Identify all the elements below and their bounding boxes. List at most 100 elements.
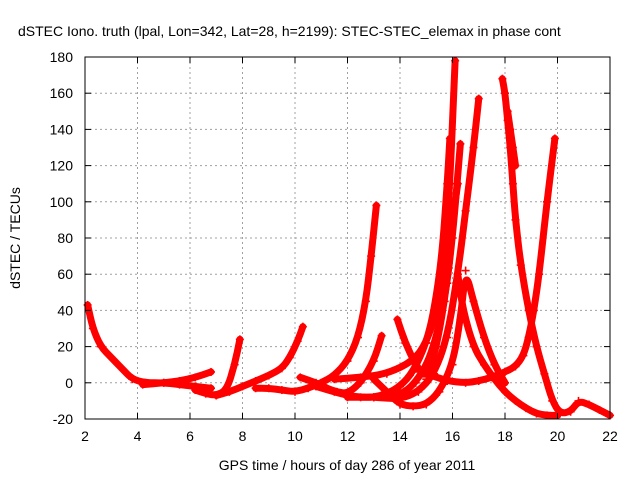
x-tick-label: 14 [392,428,408,444]
series-12-point-3 [480,360,488,369]
series-13-point-11 [543,197,551,206]
series-13-point-10 [535,270,544,279]
series-14-point-9 [540,369,549,378]
series-11-point-11 [490,360,499,369]
series-14-point-5 [511,215,520,224]
series-10-point-1 [401,338,410,347]
series-8-point-3 [411,378,420,387]
series-9-point-6 [461,206,470,215]
series-3-point-3 [251,376,260,385]
series-14-point-4 [508,179,517,188]
y-tick-label: 0 [65,375,73,391]
series-7-point-6 [440,252,449,261]
series-9-point-0 [369,393,378,402]
series-7-point-7 [445,179,454,188]
series-3-point-6 [285,353,294,362]
y-tick-label: 100 [50,194,74,210]
series-7-point-5 [432,306,441,315]
chart-title: dSTEC Iono. truth (lpal, Lon=342, Lat=28… [18,23,561,39]
series-14-point-13 [574,396,583,405]
series-0-point-5 [128,375,137,384]
x-tick-label: 20 [550,428,566,444]
series-11-point-4 [422,400,431,409]
series-1-point-1 [159,378,168,387]
series-6-point-6 [396,382,404,391]
series-14-point-8 [532,342,541,351]
series-9-point-3 [430,369,439,378]
series-1-point-2 [175,376,184,385]
series-2-point-1 [201,389,210,398]
series-3-point-7 [293,337,302,346]
series-0-point-10 [207,384,215,393]
series-11-point-2 [396,400,404,409]
series-3-point-5 [277,364,286,373]
series-11-point-9 [469,297,478,306]
series-10-point-0 [393,315,402,324]
series-7-point-1 [356,373,365,382]
series-14-point-6 [516,261,525,270]
y-tick-label: 160 [50,85,74,101]
y-tick-label: 60 [57,266,73,282]
series-15-point-2 [508,143,517,152]
series-11-point-12 [501,378,509,387]
series-13-point-12 [550,134,559,143]
series-4-line [252,201,380,395]
series-0-point-3 [107,353,116,362]
series-markers [83,56,614,420]
series-13-point-6 [511,362,520,371]
series-4-point-2 [277,386,286,395]
y-tick-label: 80 [57,230,73,246]
series-3-point-4 [264,371,273,380]
series-7-point-0 [330,375,339,384]
series-12-point-1 [459,306,467,315]
series-10-point-6 [448,215,457,224]
series-0-point-4 [117,364,126,373]
series-9-point-4 [443,333,452,342]
series-0-point-2 [96,342,105,351]
series-8-point-6 [448,234,457,242]
x-axis-label: GPS time / hours of day 286 of year 2011 [219,457,476,473]
series-14-point-14 [585,400,593,409]
series-10-point-5 [443,279,452,288]
series-5-point-7 [377,331,386,340]
series-12-point-2 [469,342,478,351]
series-15-point-1 [506,125,515,134]
series-4-point-0 [251,384,260,393]
axis-ticks: 2 4 6 8 10 12 14 16 18 20 22 -20 0 20 40 60 80 100 120 140 1… [50,49,618,444]
series-6-point-0 [312,382,320,391]
series-10-point-7 [453,179,462,188]
series-8-point-0 [343,393,352,402]
series-11-point-1 [382,387,391,396]
series-2-point-0 [191,386,200,395]
y-tick-label: 140 [50,121,74,137]
series-11-point-10 [480,333,488,342]
series-12-point-6 [511,396,520,405]
series-11-point-6 [448,360,457,369]
series-13-point-3 [474,376,483,385]
series-14-point-10 [548,396,557,405]
series-5-point-2 [322,384,331,393]
series-12-point-5 [501,387,509,396]
series-12-point-0 [453,270,462,279]
y-tick-label: 120 [50,158,74,174]
x-tick-label: 16 [445,428,461,444]
series-5-point-6 [369,357,378,366]
series-6-point-3 [356,393,365,402]
series-5-point-0 [296,373,305,382]
series-2-point-5 [235,335,244,344]
series-14-point-0 [498,74,507,83]
series-13-line [422,134,559,386]
x-tick-label: 18 [497,428,513,444]
series-1-point-3 [191,373,200,382]
series-4-point-7 [343,357,352,366]
series-6-point-12 [445,134,454,143]
series-14-point-12 [566,407,575,416]
x-tick-label: 4 [134,428,142,444]
series-11-point-0 [369,375,378,384]
series-3-point-0 [212,391,221,400]
series-14-point-7 [524,306,533,315]
series-12-point-8 [532,409,541,418]
y-tick-label: 20 [57,339,73,355]
series-0-point-1 [88,324,97,333]
x-tick-label: 8 [239,428,247,444]
